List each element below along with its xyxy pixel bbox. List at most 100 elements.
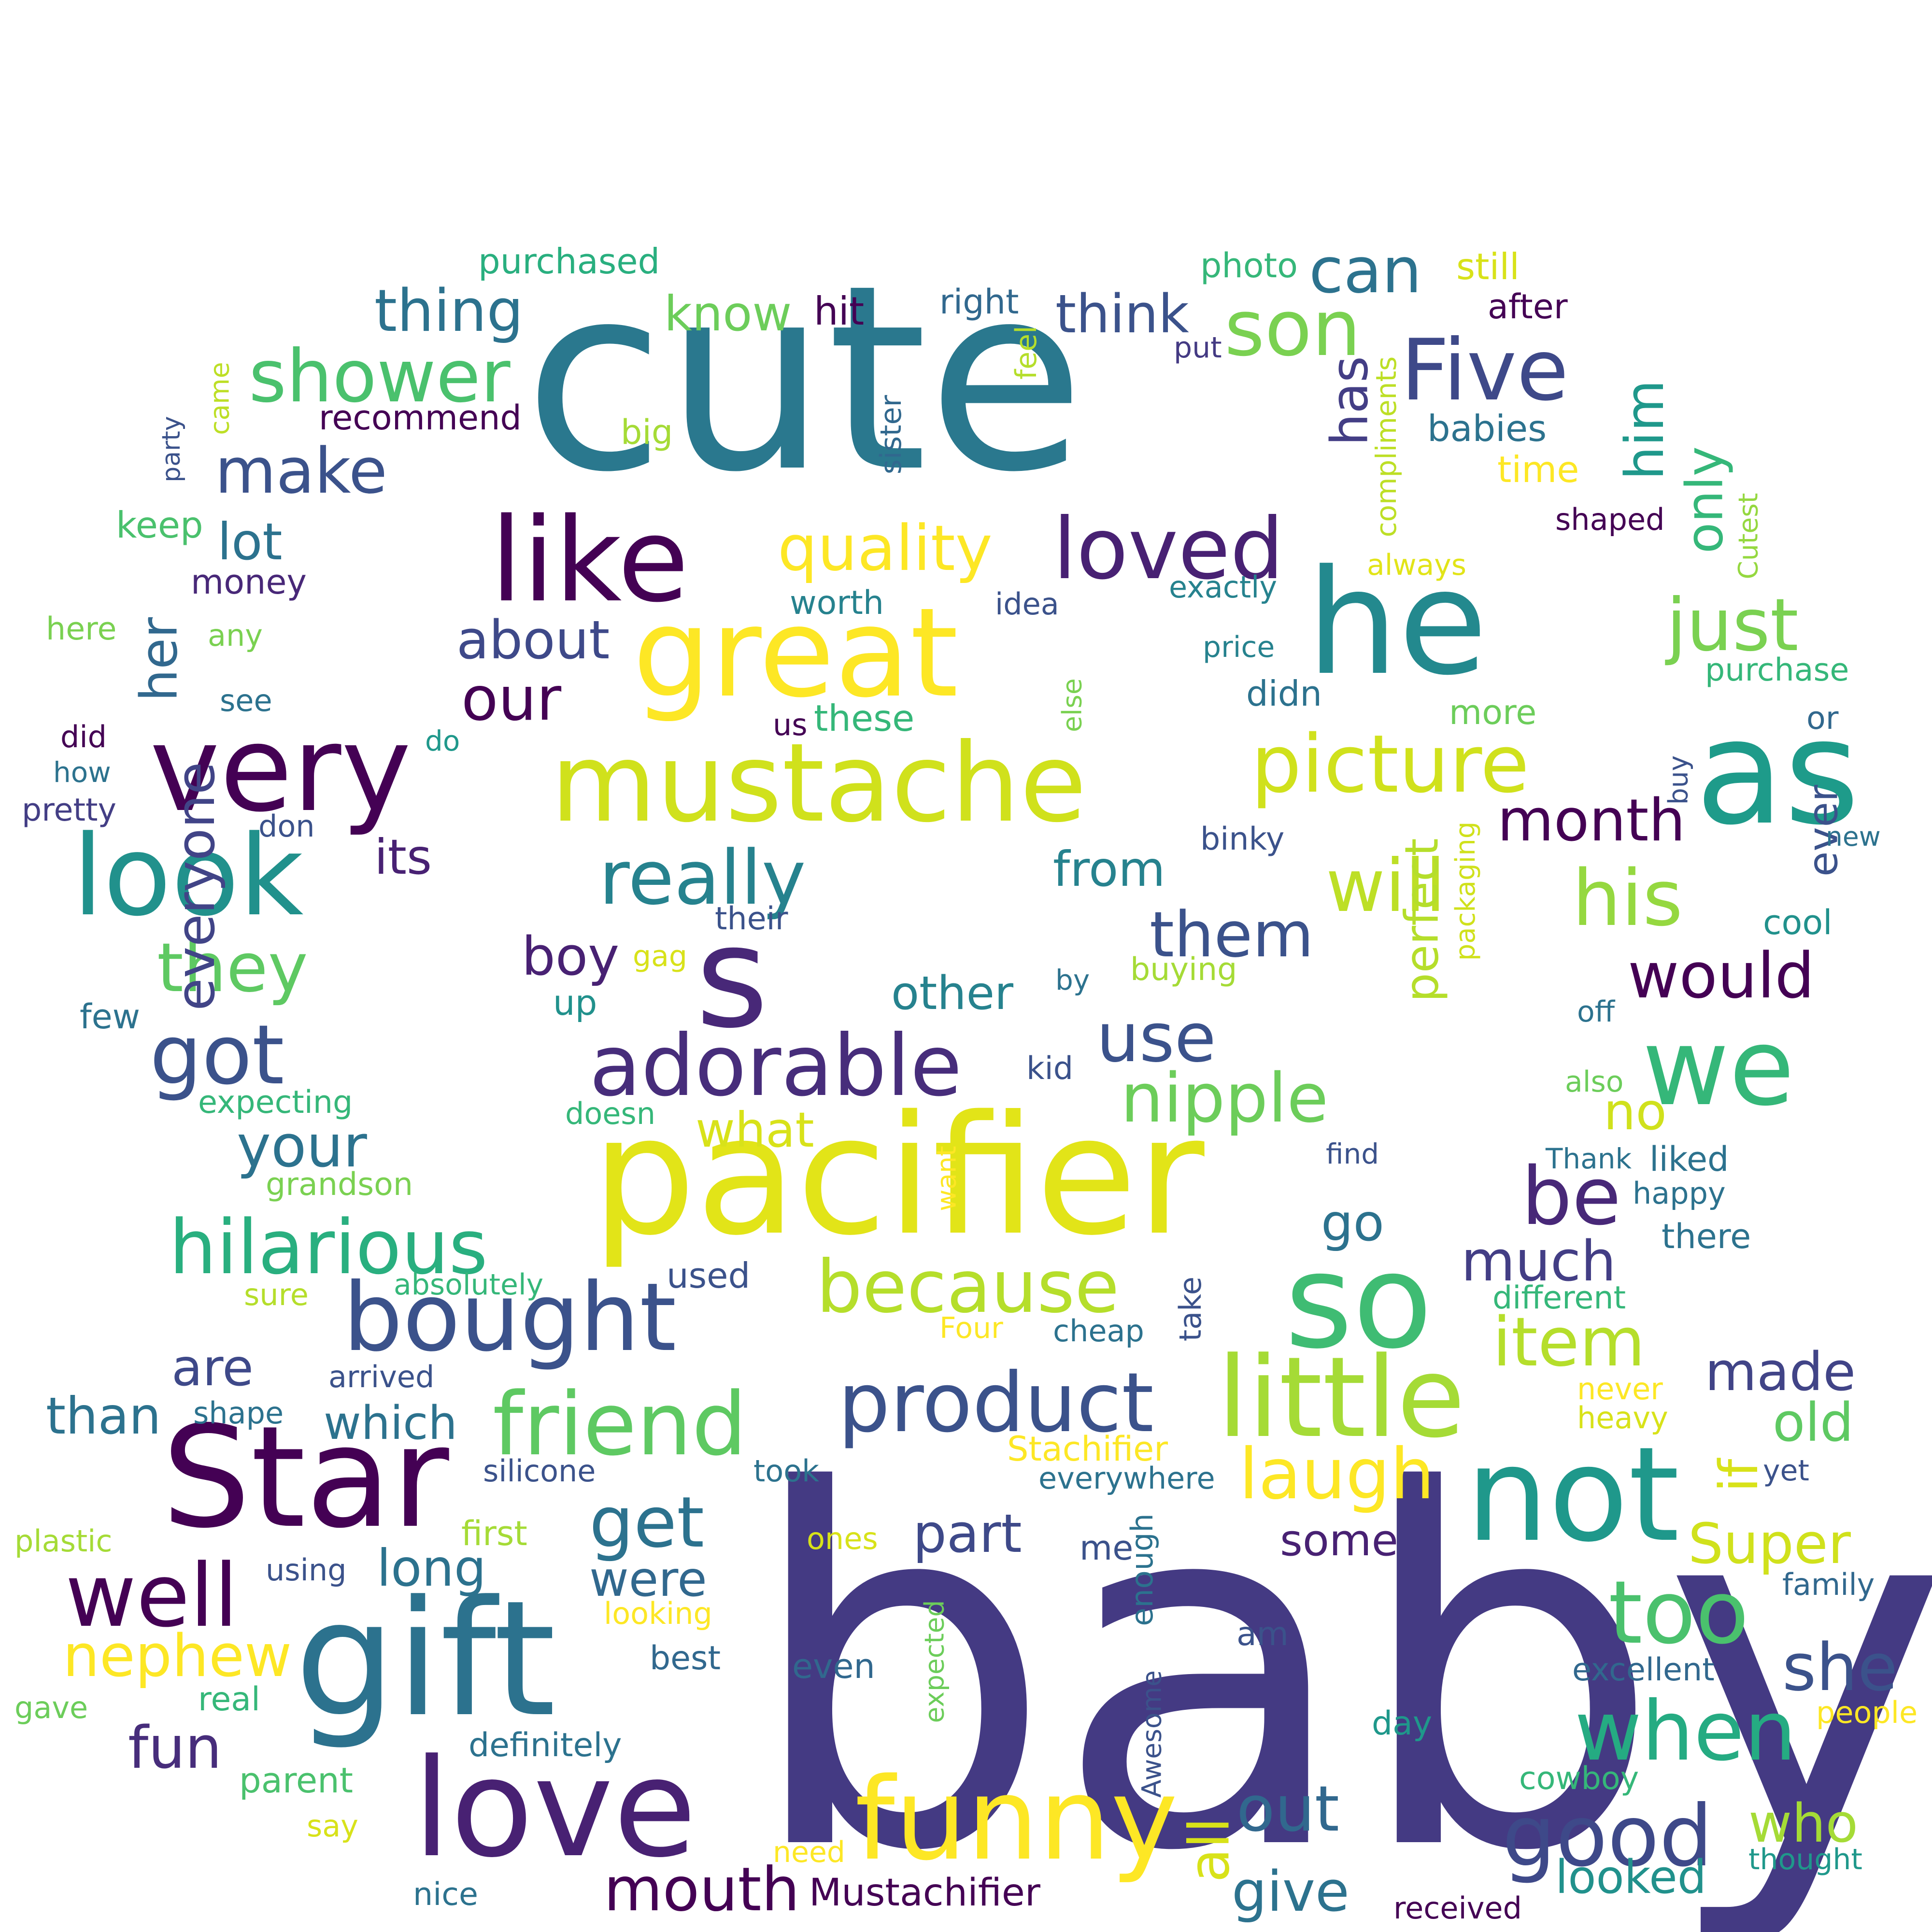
word-after: after [1488,287,1568,327]
word-pacifier: pacifier [592,1080,1205,1272]
word-loved: loved [1053,500,1284,598]
word-get: get [589,1482,705,1563]
word-expected: expected [919,1600,950,1723]
word-how: how [53,756,111,789]
word-thing: thing [374,278,524,345]
word-buying: buying [1130,952,1237,988]
word-different: different [1492,1280,1626,1316]
word-her: her [129,617,189,702]
word-hit: hit [814,289,865,334]
word-our: our [461,664,562,734]
word-funny: funny [855,1754,1178,1886]
word-enough: enough [1124,1513,1160,1626]
word-say: say [307,1808,358,1844]
word-here: here [46,611,117,647]
word-were: were [589,1551,707,1607]
word-arrived: arrived [328,1359,435,1394]
word-can: can [1309,234,1422,307]
word-buy: buy [1662,755,1694,805]
word-exactly: exactly [1169,569,1278,605]
word-because: because [816,1245,1120,1329]
word-purchase: purchase [1705,652,1849,688]
word-sure: sure [244,1277,309,1312]
word-cowboy: cowboy [1519,1761,1639,1797]
word-Cutest: Cutest [1733,493,1764,580]
word-little: little [1217,1334,1465,1463]
word-item: item [1492,1303,1646,1382]
word-grandson: grandson [266,1166,413,1203]
word-got: got [150,1008,284,1103]
word-will: will [1326,844,1446,928]
word-big: big [621,412,673,452]
word-day: day [1372,1705,1433,1743]
word-price: price [1203,630,1275,664]
word-purchased: purchased [478,241,660,282]
word-me: me [1080,1528,1134,1568]
word-when: when [1575,1684,1797,1779]
word-good: good [1502,1788,1713,1886]
word-your: your [237,1113,367,1180]
word-would: would [1628,939,1815,1012]
word-yet: yet [1763,1454,1809,1488]
word-love: love [413,1730,697,1888]
word-gave: gave [14,1690,88,1725]
word-quality: quality [778,511,993,585]
word-silicone: silicone [483,1453,596,1489]
word-expecting: expecting [198,1084,353,1121]
word-used: used [667,1255,751,1296]
word-people: people [1816,1695,1918,1730]
word-cute: cute [524,230,1085,528]
word-recommend: recommend [319,398,522,438]
word-think: think [1055,283,1189,345]
word-looking: looking [604,1596,712,1631]
word-absolutely: absolutely [394,1268,544,1302]
word-take: take [1173,1276,1208,1342]
word-also: also [1565,1065,1624,1099]
word-Thank: Thank [1546,1142,1632,1175]
word-all: all [1177,1817,1242,1883]
word-looked: looked [1555,1851,1707,1904]
word-off: off [1577,995,1615,1029]
word-took: took [753,1453,820,1489]
word-or: or [1806,700,1839,737]
word-them: them [1150,898,1314,971]
word-need: need [773,1835,845,1869]
word-by: by [1055,964,1090,996]
word-binky: binky [1200,821,1285,857]
word-like: like [490,493,689,628]
word-really: really [599,834,806,922]
word-any: any [208,618,263,653]
word-idea: idea [995,586,1059,622]
word-s: s [696,896,769,1059]
word-feel: feel [1009,326,1043,380]
word-much: much [1461,1229,1617,1294]
word-use: use [1096,999,1216,1078]
word-as: as [1695,688,1860,857]
word-Four: Four [939,1311,1003,1345]
word-shape: shape [193,1395,284,1431]
word-very: very [150,700,412,838]
word-shower: shower [249,335,511,419]
word-they: they [157,929,308,1008]
word-so: so [1285,1225,1433,1378]
word-right: right [939,282,1019,322]
word-didn: didn [1246,673,1322,714]
word-only: only [1675,446,1734,554]
word-mouth: mouth [604,1855,800,1925]
word-nephew: nephew [63,1623,292,1690]
word-plastic: plastic [14,1523,113,1559]
word-put: put [1174,331,1222,365]
word-not: not [1466,1419,1680,1571]
word-even: even [792,1647,875,1686]
word-more: more [1449,693,1537,732]
word-did: did [60,719,107,754]
word-picture: picture [1251,718,1530,810]
word-gag: gag [633,939,687,973]
word-everyone: everyone [165,762,227,1011]
word-mustache: mustache [551,720,1087,847]
word-first: first [461,1514,527,1553]
word-gift: gift [295,1566,556,1752]
word-some: some [1280,1515,1398,1566]
word-cheap: cheap [1053,1313,1144,1349]
word-kid: kid [1026,1051,1073,1087]
